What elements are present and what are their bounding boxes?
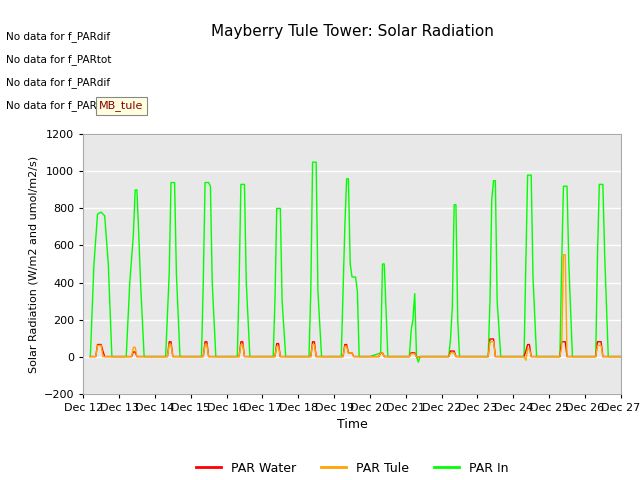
Text: No data for f_PARdif: No data for f_PARdif <box>6 77 111 88</box>
Text: No data for f_PARdif: No data for f_PARdif <box>6 31 111 42</box>
Legend: PAR Water, PAR Tule, PAR In: PAR Water, PAR Tule, PAR In <box>191 457 513 480</box>
X-axis label: Time: Time <box>337 418 367 431</box>
Text: No data for f_PARtot: No data for f_PARtot <box>6 54 112 65</box>
Text: MB_tule: MB_tule <box>99 100 143 111</box>
Y-axis label: Solar Radiation (W/m2 and umol/m2/s): Solar Radiation (W/m2 and umol/m2/s) <box>28 156 38 372</box>
Text: No data for f_PARtot: No data for f_PARtot <box>6 100 112 111</box>
Text: Mayberry Tule Tower: Solar Radiation: Mayberry Tule Tower: Solar Radiation <box>211 24 493 39</box>
